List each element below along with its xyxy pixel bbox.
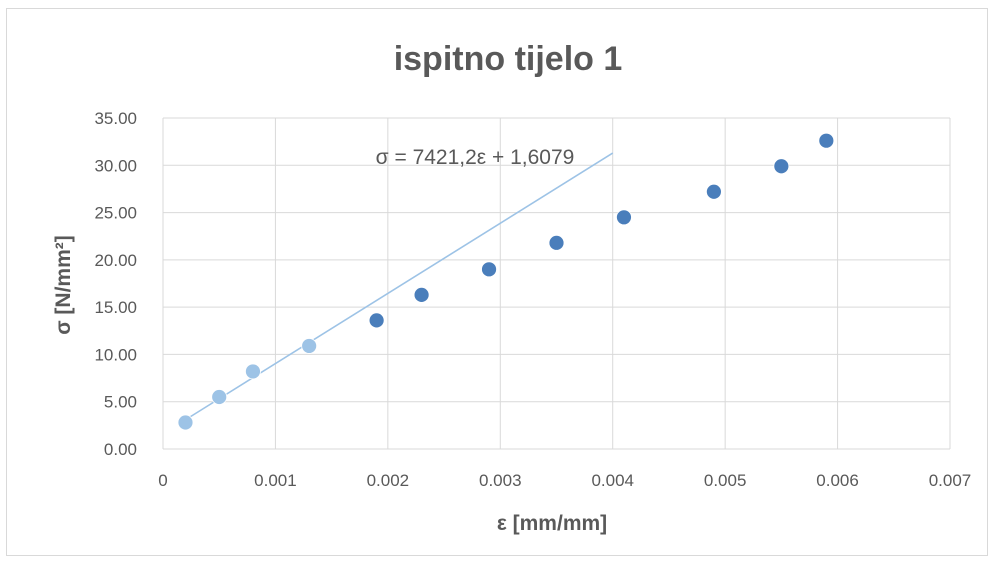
trendline-equation: σ = 7421,2ε + 1,6079 bbox=[376, 146, 575, 169]
y-axis-label: σ [N/mm²] bbox=[52, 235, 75, 335]
y-tick-label: 20.00 bbox=[94, 251, 137, 270]
y-tick-label: 15.00 bbox=[94, 298, 137, 317]
x-tick-label: 0.004 bbox=[591, 471, 634, 490]
x-tick-label: 0 bbox=[158, 471, 167, 490]
chart-frame bbox=[6, 8, 988, 556]
y-tick-label: 5.00 bbox=[104, 393, 137, 412]
x-axis-label: ε [mm/mm] bbox=[497, 512, 607, 535]
x-tick-label: 0.006 bbox=[816, 471, 859, 490]
grid-layer bbox=[162, 117, 951, 450]
data-point bbox=[177, 414, 194, 431]
data-point bbox=[301, 338, 318, 354]
x-tick-label: 0.003 bbox=[479, 471, 522, 490]
trendline bbox=[185, 152, 614, 421]
y-tick-label: 0.00 bbox=[104, 440, 137, 459]
data-point bbox=[211, 389, 228, 405]
data-point bbox=[706, 183, 722, 200]
y-tick-label: 10.00 bbox=[94, 345, 137, 364]
tick-labels: 0.00 5.00 10.00 15.00 20.00 25.00 30.00 35.00 0 0… bbox=[94, 109, 971, 490]
data-point bbox=[413, 286, 430, 303]
data-points bbox=[177, 132, 835, 431]
data-point bbox=[481, 261, 497, 278]
y-tick-label: 35.00 bbox=[94, 109, 137, 128]
chart-title: ispitno tijelo 1 bbox=[394, 40, 623, 78]
data-point bbox=[368, 312, 385, 329]
x-tick-label: 0.002 bbox=[367, 471, 410, 490]
x-tick-label: 0.007 bbox=[929, 471, 972, 490]
data-point bbox=[773, 158, 790, 175]
x-tick-label: 0.005 bbox=[704, 471, 747, 490]
data-point bbox=[548, 234, 565, 251]
data-point bbox=[245, 363, 261, 380]
y-tick-label: 25.00 bbox=[94, 204, 137, 223]
data-point bbox=[616, 209, 632, 226]
y-tick-label: 30.00 bbox=[94, 156, 137, 175]
trendline-layer bbox=[185, 152, 614, 421]
x-tick-label: 0.001 bbox=[254, 471, 297, 490]
data-point bbox=[818, 132, 835, 149]
